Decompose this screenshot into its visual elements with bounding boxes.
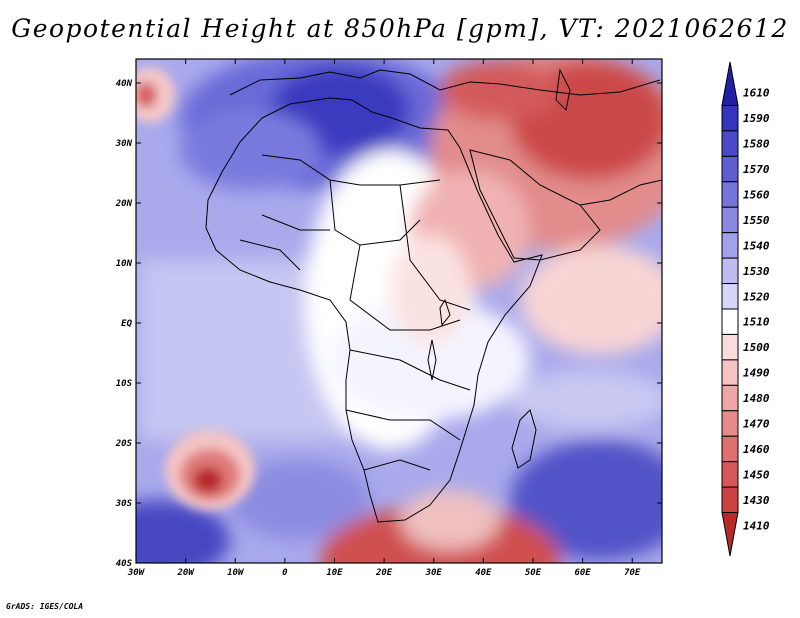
lat-tick-label: EQ	[121, 319, 132, 329]
lat-tick-label: 40S	[116, 559, 133, 569]
colorbar-swatch	[721, 435, 739, 463]
lat-tick-label: 10N	[116, 259, 133, 269]
lon-tick-label: 20W	[176, 568, 195, 578]
colorbar-swatch	[721, 283, 739, 310]
lon-tick-label: 40E	[475, 568, 492, 578]
colorbar-swatch	[721, 512, 739, 557]
colorbar-label: 1410	[743, 519, 770, 532]
colorbar-label: 1520	[743, 290, 770, 303]
colorbar-swatch	[721, 232, 739, 259]
colorbar-label: 1480	[743, 392, 770, 405]
lon-tick-label: 60E	[574, 568, 591, 578]
colorbar-label: 1460	[743, 443, 770, 456]
colorbar-label: 1610	[743, 87, 770, 100]
colorbar-label: 1430	[743, 494, 770, 507]
lon-tick-label: 10E	[326, 568, 343, 578]
plot-frame	[135, 58, 663, 564]
longitude-axis: 30W 20W 10W 0 10E 20E 30E 40E 50E 60E 70E	[127, 59, 641, 578]
lat-tick-label: 10S	[116, 379, 133, 389]
colorbar: 1610 1590 1580 1570 1560 1550 1540 1530 1520 1510…	[721, 61, 770, 557]
colorbar-label: 1560	[743, 189, 770, 202]
colorbar-label: 1590	[743, 112, 770, 125]
colorbar-swatch	[721, 486, 739, 514]
colorbar-label: 1550	[743, 214, 770, 227]
lat-tick-label: 20S	[115, 439, 133, 449]
colorbar-swatch	[721, 61, 739, 106]
colorbar-label: 1580	[743, 138, 770, 151]
lon-tick-label: 20E	[375, 568, 393, 578]
colorbar-swatch	[721, 333, 739, 361]
lon-tick-label: 30E	[425, 568, 443, 578]
height-field	[136, 59, 662, 563]
lon-tick-label: 10W	[227, 568, 245, 578]
colorbar-swatch	[721, 308, 739, 335]
colorbar-label: 1540	[743, 239, 770, 252]
lon-tick-label: 70E	[624, 568, 641, 578]
latitude-axis: 40N 30N 20N 10N EQ 10S 20S 30S 40S	[115, 79, 662, 569]
colorbar-swatch	[721, 155, 739, 183]
colorbar-label: 1500	[743, 341, 770, 354]
lat-tick-label: 30N	[115, 139, 133, 149]
colorbar-swatch	[721, 410, 739, 437]
colorbar-swatch	[721, 461, 739, 488]
colorbar-label: 1450	[743, 468, 770, 481]
map-title: Geopotential Height at 850hPa [gpm], VT:…	[11, 14, 789, 43]
colorbar-label: 1470	[743, 418, 770, 431]
lat-tick-label: 30S	[115, 499, 133, 509]
colorbar-label: 1570	[743, 163, 770, 176]
lon-tick-label: 0	[282, 568, 288, 578]
colorbar-swatch	[721, 130, 739, 157]
colorbar-label: 1530	[743, 265, 770, 278]
colorbar-swatch	[721, 181, 739, 208]
colorbar-swatch	[721, 257, 739, 285]
lat-tick-label: 40N	[116, 79, 133, 89]
colorbar-label: 1490	[743, 367, 770, 380]
colorbar-swatch	[721, 206, 739, 234]
colorbar-swatch	[721, 359, 739, 386]
lat-tick-label: 20N	[115, 199, 133, 209]
coastlines	[205, 68, 662, 523]
lon-tick-label: 50E	[525, 568, 542, 578]
colorbar-swatch	[721, 384, 739, 412]
software-credit: GrADS: IGES/COLA	[6, 602, 84, 611]
colorbar-label: 1510	[743, 316, 770, 329]
lon-tick-label: 30W	[127, 568, 146, 578]
colorbar-swatch	[721, 104, 739, 132]
